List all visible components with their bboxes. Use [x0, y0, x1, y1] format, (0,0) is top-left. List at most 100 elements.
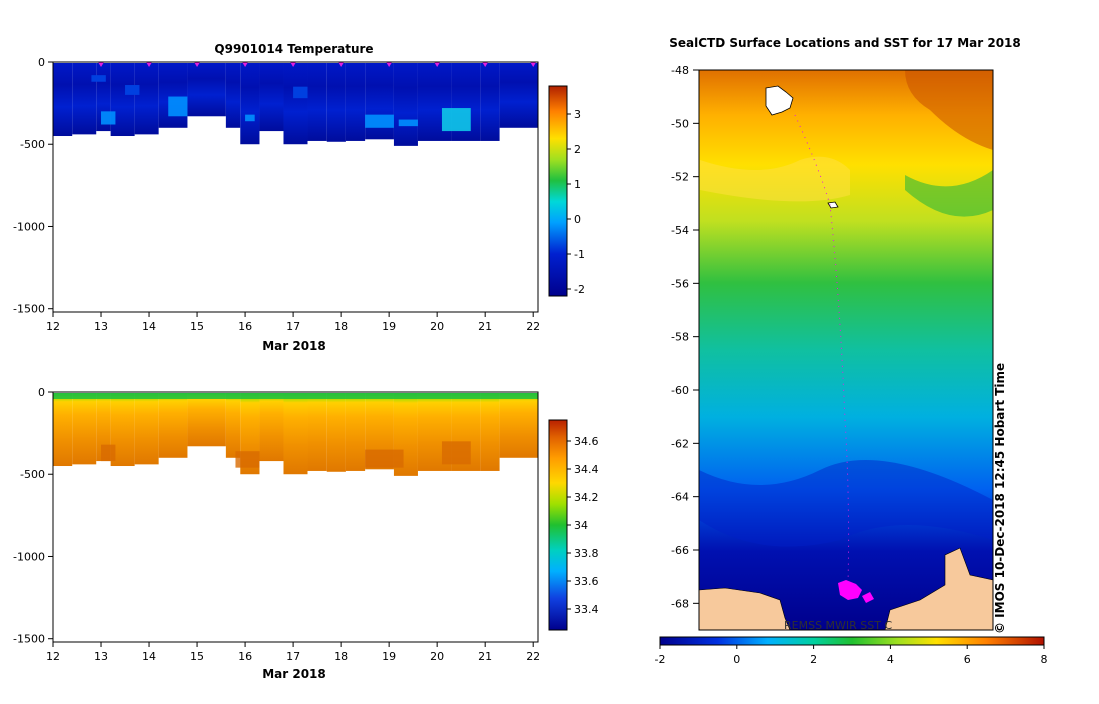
temperature-panel: Q9901014 Temperature 12 13 14 15 16 17 18 19 20 2… [13, 42, 585, 353]
lat-tick-label: -66 [671, 544, 689, 557]
lat-tick-label: -68 [671, 597, 689, 610]
profile-marker [434, 62, 441, 67]
colorbar-tick-label: 34 [574, 519, 588, 532]
temperature-anomaly [125, 85, 140, 95]
temperature-column [187, 63, 226, 117]
x-tick-label: 16 [238, 320, 252, 333]
sst-map-panel: SealCTD Surface Locations and SST for 17… [655, 36, 1048, 666]
salinity-column [158, 393, 188, 458]
sst-map-title: SealCTD Surface Locations and SST for 17… [669, 36, 1021, 50]
sst-map-y-ticks: -48 -50 -52 -54 -56 -58 -60 -62 -64 -66 -68 [671, 64, 699, 610]
profile-marker [482, 62, 489, 67]
profile-marker [338, 62, 345, 67]
lat-tick-label: -50 [671, 117, 689, 130]
sst-c-tick-label: 8 [1041, 653, 1048, 666]
x-tick-label: 21 [478, 650, 492, 663]
temperature-colorbar-ticks: 3 2 1 0 -1 -2 [567, 108, 585, 296]
salinity-column [283, 393, 308, 475]
temperature-column [259, 63, 284, 132]
temperature-column [345, 63, 366, 141]
x-tick-label: 22 [526, 320, 540, 333]
x-tick-label: 15 [190, 650, 204, 663]
lat-tick-label: -58 [671, 331, 689, 344]
profile-markers [98, 62, 537, 67]
colorbar-tick-label: 34.6 [574, 435, 599, 448]
y-tick-label: -1500 [13, 633, 45, 646]
colorbar-tick-label: 34.4 [574, 463, 599, 476]
profile-marker [386, 62, 393, 67]
x-tick-label: 12 [46, 650, 60, 663]
x-tick-label: 20 [430, 320, 444, 333]
temperature-y-ticks: 0 -500 -1000 -1500 [13, 56, 53, 316]
x-tick-label: 17 [286, 650, 300, 663]
salinity-colorbar: 34.6 34.4 34.2 34 33.8 33.6 33.4 [548, 419, 599, 631]
colorbar-tick-label: 34.2 [574, 491, 599, 504]
x-tick-label: 13 [94, 320, 108, 333]
sst-c-tick-label: 2 [810, 653, 817, 666]
sst-c-tick-label: -2 [655, 653, 666, 666]
x-tick-label: 18 [334, 320, 348, 333]
x-tick-label: 13 [94, 650, 108, 663]
salinity-x-ticks: 12 13 14 15 16 17 18 19 20 21 22 [46, 642, 540, 663]
temperature-anomaly [101, 111, 116, 125]
x-tick-label: 19 [382, 320, 396, 333]
temperature-column [499, 63, 538, 128]
lat-tick-label: -54 [671, 224, 689, 237]
salinity-surface-layer [53, 393, 538, 399]
island-kerguelen [765, 85, 794, 116]
x-tick-label: 19 [382, 650, 396, 663]
colorbar-tick-label: 0 [574, 213, 581, 226]
lat-tick-label: -56 [671, 277, 689, 290]
temperature-column [365, 63, 394, 140]
salinity-column [96, 393, 111, 462]
temperature-anomaly [245, 114, 255, 122]
salinity-y-ticks: 0 -500 -1000 -1500 [13, 386, 53, 646]
y-tick-label: -1500 [13, 303, 45, 316]
sst-source-label: REMSS MWIR SST C [784, 619, 892, 632]
sst-c-tick-label: 6 [964, 653, 971, 666]
profile-marker [530, 62, 537, 67]
x-tick-label: 14 [142, 320, 156, 333]
x-tick-label: 17 [286, 320, 300, 333]
temperature-title: Q9901014 Temperature [214, 42, 373, 56]
salinity-column [187, 393, 226, 447]
salinity-axes: 12 13 14 15 16 17 18 19 20 21 22 0 -500 -1000 -1500 [13, 386, 540, 663]
x-tick-label: 20 [430, 650, 444, 663]
salinity-column [53, 393, 73, 467]
y-tick-label: -500 [20, 138, 45, 151]
salinity-anomaly [235, 451, 260, 468]
lat-tick-label: -48 [671, 64, 689, 77]
salinity-column [480, 393, 500, 471]
colorbar-tick-label: -1 [574, 248, 585, 261]
island-heard [827, 201, 839, 209]
lat-tick-label: -62 [671, 437, 689, 450]
temperature-anomaly [91, 75, 106, 82]
colorbar-tick-label: 33.6 [574, 575, 599, 588]
temperature-column [240, 63, 260, 145]
x-tick-label: 12 [46, 320, 60, 333]
colorbar-tick-label: 3 [574, 108, 581, 121]
temperature-axes: 12 13 14 15 16 17 18 19 20 21 22 0 -500 -1000 -1500 [13, 56, 540, 333]
x-tick-label: 16 [238, 650, 252, 663]
sst-field [699, 70, 993, 630]
lat-tick-label: -60 [671, 384, 689, 397]
salinity-anomaly [101, 444, 116, 462]
salinity-column [345, 393, 366, 471]
temperature-column [134, 63, 159, 135]
seal-track [794, 114, 874, 603]
salinity-column [307, 393, 327, 471]
sst-colorbar-celsius-ticks: -2 0 2 4 6 8 [655, 645, 1048, 666]
lat-tick-label: -52 [671, 171, 689, 184]
temperature-x-ticks: 12 13 14 15 16 17 18 19 20 21 22 [46, 312, 540, 333]
colorbar-tick-label: 1 [574, 178, 581, 191]
temperature-column [72, 63, 97, 135]
temperature-anomaly [441, 108, 471, 132]
temperature-column [110, 63, 135, 137]
temperature-column [158, 63, 188, 128]
temperature-anomaly [398, 119, 418, 127]
salinity-column [499, 393, 538, 458]
temperature-column [53, 63, 73, 137]
temperature-anomaly [365, 114, 394, 128]
